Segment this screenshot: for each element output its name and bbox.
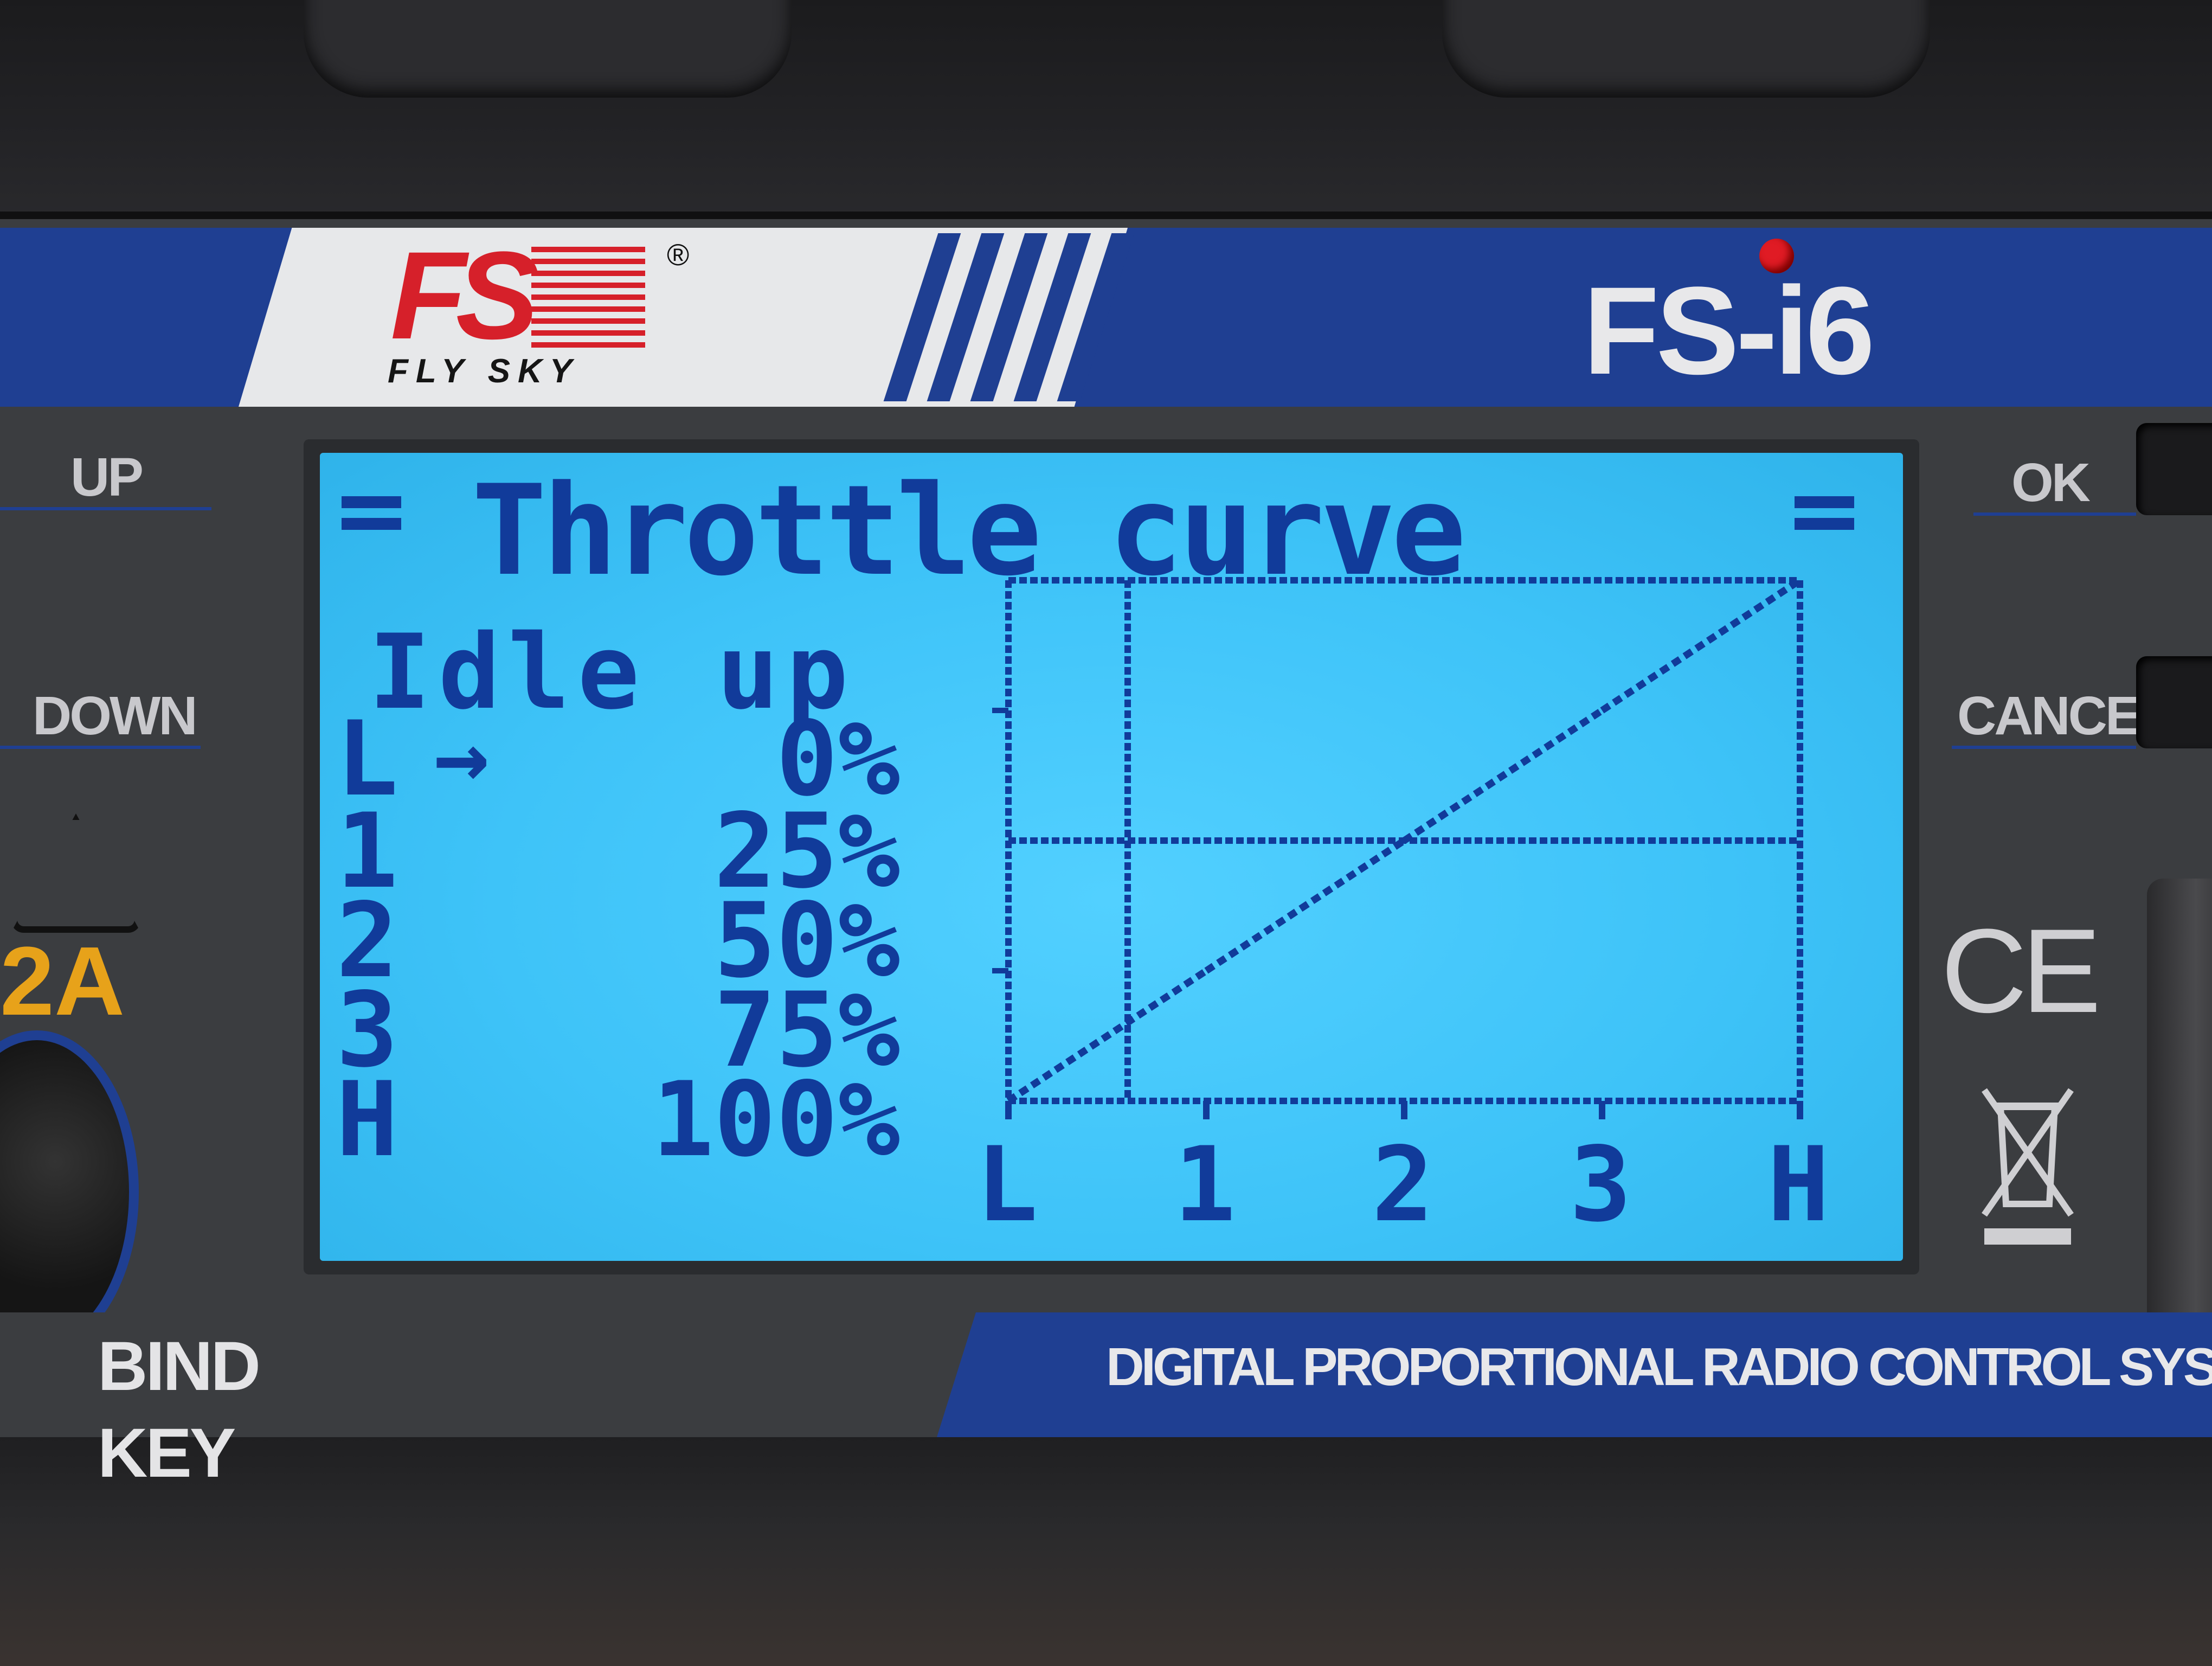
curve-segment-3 bbox=[1600, 577, 1802, 714]
brand-name: FLY SKY bbox=[388, 353, 580, 390]
current-rating: 2A bbox=[0, 927, 125, 1036]
right-side-switch[interactable] bbox=[2147, 879, 2212, 1367]
axis-label-l: L bbox=[976, 1125, 1038, 1245]
point-value-1[interactable]: 25% bbox=[713, 791, 900, 911]
ok-label-line bbox=[1973, 512, 2136, 516]
title-bar-right-marker bbox=[1795, 496, 1854, 530]
axis-label-2: 2 bbox=[1372, 1125, 1434, 1245]
bind-key-label: BIND KEY bbox=[98, 1328, 261, 1492]
point-label-3: 3 bbox=[336, 970, 398, 1090]
screen-title: Throttle curve bbox=[472, 459, 1467, 604]
transmitter-bottom-shell bbox=[0, 1437, 2212, 1666]
point-value-3[interactable]: 75% bbox=[713, 970, 900, 1090]
ok-button-label: OK bbox=[2011, 452, 2091, 513]
selection-arrow-icon: → bbox=[434, 703, 490, 810]
axis-label-h: H bbox=[1767, 1125, 1830, 1245]
system-tagline: DIGITAL PROPORTIONAL RADIO CONTROL SYSTE… bbox=[1106, 1337, 2212, 1396]
down-button-label: DOWN bbox=[33, 685, 198, 746]
axis-label-1: 1 bbox=[1174, 1125, 1236, 1245]
brand-logo-mark: FS bbox=[390, 226, 539, 365]
point-label-2: 2 bbox=[336, 881, 398, 1001]
curve-segment-l bbox=[1006, 967, 1208, 1104]
point-value-l[interactable]: 0% bbox=[776, 699, 900, 819]
point-value-2[interactable]: 50% bbox=[713, 881, 900, 1001]
graph-frame bbox=[992, 577, 1803, 1123]
point-label-h: H bbox=[336, 1060, 398, 1180]
model-name: FS-i6 bbox=[1583, 261, 1875, 400]
left-grip bbox=[304, 0, 792, 98]
right-grip bbox=[1442, 0, 1930, 98]
registered-mark: ® bbox=[667, 238, 690, 272]
curve-segment-2 bbox=[1402, 707, 1604, 844]
flight-mode-label: Idle up bbox=[369, 612, 856, 732]
point-label-1: 1 bbox=[336, 791, 398, 911]
point-value-h[interactable]: 100% bbox=[652, 1060, 900, 1180]
ce-mark: CE bbox=[1941, 904, 2101, 1037]
model-logo-dot bbox=[1759, 239, 1794, 273]
lcd-screen bbox=[320, 453, 1903, 1261]
bottom-band-dark-section bbox=[0, 1312, 976, 1437]
axis-label-3: 3 bbox=[1570, 1125, 1632, 1245]
title-bar-left-marker bbox=[342, 496, 401, 530]
up-button-label: UP bbox=[70, 447, 144, 508]
up-label-line bbox=[0, 507, 211, 510]
throttle-curve-graph bbox=[992, 577, 1803, 1123]
logo-speed-lines bbox=[531, 247, 645, 350]
curve-segment-1 bbox=[1204, 837, 1406, 974]
down-label-line bbox=[0, 746, 201, 749]
crossed-bin-icon bbox=[1982, 1088, 2074, 1245]
logo-stripes bbox=[846, 233, 1149, 401]
ok-button[interactable] bbox=[2136, 423, 2212, 515]
cancel-label-line bbox=[1952, 746, 2136, 749]
curve-line bbox=[1006, 577, 1802, 1104]
point-label-l: L bbox=[336, 699, 398, 819]
cancel-button[interactable] bbox=[2136, 656, 2212, 748]
